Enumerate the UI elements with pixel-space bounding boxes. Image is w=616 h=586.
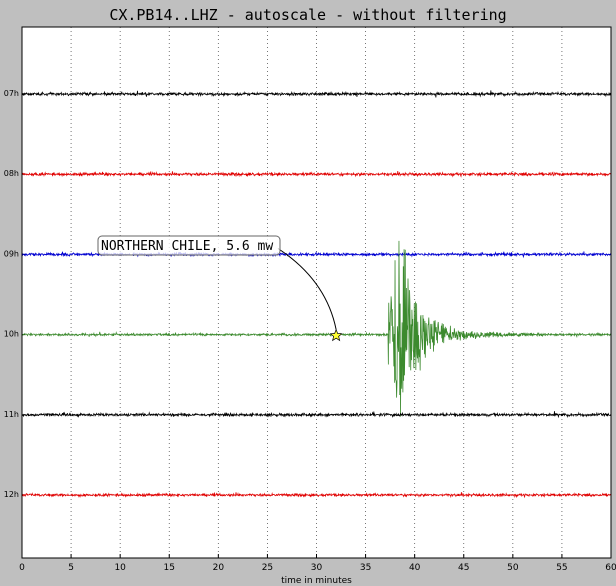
trace-label-10h: 10h: [4, 330, 19, 339]
x-tick-label: 0: [19, 563, 25, 573]
x-tick-label: 60: [605, 563, 616, 573]
trace-07h: [21, 90, 612, 98]
x-tick-label: 20: [213, 563, 225, 573]
trace-label-12h: 12h: [4, 490, 19, 499]
event-annotation-text: NORTHERN CHILE, 5.6 mw: [101, 239, 273, 254]
trace-label-08h: 08h: [4, 169, 19, 178]
trace-label-11h: 11h: [4, 410, 19, 419]
x-tick-label: 55: [556, 563, 567, 573]
trace-11h: [21, 411, 612, 419]
trace-12h: [21, 492, 612, 499]
x-tick-label: 45: [458, 563, 469, 573]
trace-label-09h: 09h: [4, 249, 19, 258]
x-tick-label: 5: [68, 563, 74, 573]
event-star-marker: [329, 328, 343, 342]
chart-title: CX.PB14..LHZ - autoscale - without filte…: [109, 6, 507, 24]
event-arrow: [277, 248, 337, 330]
x-tick-label: 10: [114, 563, 126, 573]
x-tick-label: 15: [164, 563, 175, 573]
plot-frame: [21, 26, 612, 559]
plot-area: [22, 27, 611, 558]
x-tick-label: 25: [262, 563, 273, 573]
x-tick-label: 40: [409, 563, 421, 573]
trace-08h: [21, 171, 612, 178]
x-tick-label: 35: [360, 563, 371, 573]
trace-label-07h: 07h: [4, 89, 19, 98]
x-tick-label: 50: [507, 563, 519, 573]
trace-10h: [21, 240, 612, 417]
event-annotation-box: [97, 235, 281, 256]
x-tick-label: 30: [311, 563, 323, 573]
x-axis-label: time in minutes: [281, 576, 352, 586]
